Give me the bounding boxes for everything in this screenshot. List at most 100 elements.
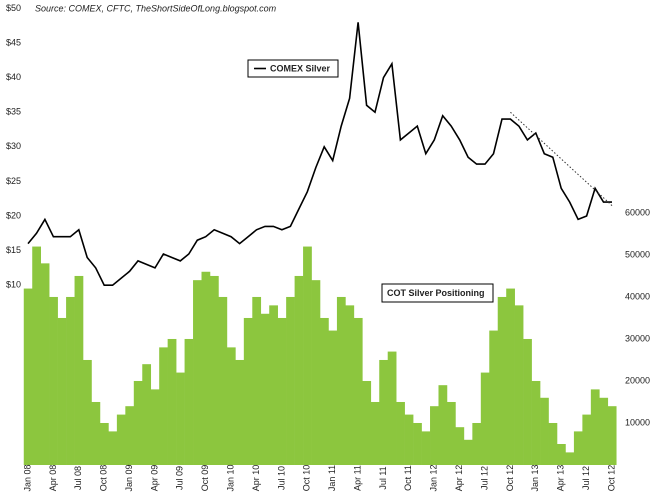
- bar: [455, 427, 465, 465]
- y-tick-label: $20: [6, 210, 21, 220]
- bar: [108, 431, 118, 465]
- bar: [565, 452, 575, 465]
- bar: [336, 296, 346, 465]
- x-tick-label: Oct 11: [403, 465, 413, 491]
- bar: [269, 305, 278, 465]
- bar: [218, 296, 228, 465]
- bar: [370, 401, 380, 465]
- bar: [57, 317, 67, 465]
- x-tick-label: Oct 12: [505, 465, 515, 492]
- x-tick-label: Apr 08: [48, 465, 58, 492]
- bar: [396, 401, 405, 465]
- bar: [286, 296, 295, 465]
- x-tick-label: Jul 12: [581, 466, 591, 490]
- bar: [150, 389, 160, 465]
- x-tick-label: Jul 10: [276, 466, 286, 490]
- bar: [235, 359, 245, 465]
- bar: [23, 288, 33, 465]
- bar: [167, 338, 177, 465]
- bar: [83, 359, 92, 465]
- bar: [201, 271, 211, 465]
- y-tick-label: $50: [6, 3, 21, 13]
- bar: [125, 406, 135, 465]
- bar: [573, 431, 583, 465]
- x-tick-label: Oct 09: [200, 465, 210, 492]
- x-tick-label: Apr 11: [352, 465, 362, 491]
- x-tick-label: Apr 12: [454, 465, 464, 492]
- x-tick-label: Oct 12: [606, 465, 616, 492]
- bar: [66, 296, 75, 465]
- bar: [599, 397, 609, 465]
- bar: [472, 422, 482, 465]
- x-tick-label: Oct 10: [302, 465, 312, 492]
- bar: [243, 317, 253, 465]
- legend-box: [247, 59, 339, 78]
- price-line: [27, 22, 612, 286]
- y-tick-label: $35: [6, 107, 21, 117]
- y2-tick-label: 40000: [625, 291, 650, 301]
- x-tick-label: Apr 09: [149, 465, 159, 492]
- x-tick-label: Apr 10: [251, 465, 261, 492]
- bar: [328, 330, 338, 465]
- y2-tick-label: 50000: [625, 249, 650, 259]
- bar: [540, 397, 549, 465]
- bar: [362, 380, 372, 465]
- bar: [438, 385, 448, 465]
- bar: [480, 372, 490, 465]
- x-tick-label: Jan 09: [124, 464, 134, 491]
- y2-tick-label: 10000: [625, 417, 650, 427]
- bar: [159, 347, 168, 465]
- x-tick-label: Jul 09: [175, 466, 185, 490]
- y-tick-label: $40: [6, 72, 21, 82]
- x-tick-label: Jan 13: [530, 464, 540, 491]
- bar: [320, 317, 329, 465]
- bar: [91, 401, 101, 465]
- x-tick-label: Jul 11: [378, 466, 388, 489]
- bar: [252, 296, 262, 465]
- bar: [387, 351, 397, 465]
- bar: [430, 406, 439, 465]
- bar: [311, 280, 321, 465]
- bar: [133, 380, 143, 465]
- y-tick-label: $10: [6, 280, 21, 290]
- y-tick-label: $30: [6, 141, 21, 151]
- source-note: Source: COMEX, CFTC, TheShortSideOfLong.…: [35, 3, 277, 13]
- x-tick-label: Jan 10: [226, 464, 236, 491]
- y2-tick-label: 20000: [625, 375, 650, 385]
- x-tick-label: Jan 08: [22, 464, 32, 491]
- bar: [32, 246, 41, 465]
- bar: [142, 364, 152, 465]
- bar: [345, 305, 355, 465]
- legend-label: COMEX Silver: [270, 63, 331, 73]
- y-tick-label: $15: [6, 245, 21, 255]
- bar: [489, 330, 499, 465]
- bar: [184, 338, 194, 465]
- bar: [226, 347, 236, 465]
- bar: [116, 414, 126, 465]
- bar: [607, 406, 617, 465]
- bar: [548, 422, 558, 465]
- x-tick-label: Apr 13: [556, 465, 566, 492]
- bar: [404, 414, 414, 465]
- bar: [506, 288, 515, 465]
- bar: [193, 280, 202, 465]
- x-tick-label: Jan 11: [327, 465, 337, 491]
- bar: [556, 443, 566, 465]
- bar: [277, 317, 287, 465]
- x-tick-label: Jul 12: [479, 466, 489, 490]
- bar: [590, 389, 600, 465]
- y-tick-label: $45: [6, 37, 21, 47]
- y2-tick-label: 60000: [625, 207, 650, 217]
- legend-label: COT Silver Positioning: [387, 288, 485, 298]
- bar: [176, 372, 185, 465]
- x-tick-label: Jul 08: [73, 466, 83, 490]
- bar: [379, 359, 389, 465]
- bar: [49, 296, 58, 465]
- bar: [353, 317, 363, 465]
- bar: [74, 275, 84, 465]
- y2-tick-label: 30000: [625, 333, 650, 343]
- y-tick-label: $25: [6, 176, 21, 186]
- bar: [260, 313, 270, 465]
- x-tick-label: Jan 12: [429, 464, 439, 491]
